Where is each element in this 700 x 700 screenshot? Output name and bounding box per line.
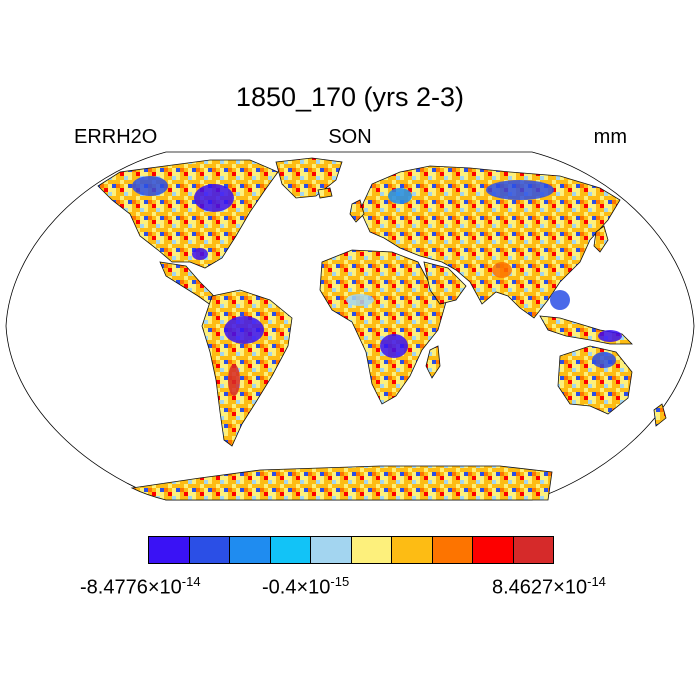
patch-congo	[380, 334, 408, 358]
patch-indonesia	[598, 330, 622, 342]
colorbar-mid-label: -0.4×10-15	[262, 574, 350, 599]
madagascar	[425, 345, 441, 379]
units-label: mm	[593, 126, 627, 148]
patch-amazon	[224, 316, 264, 344]
colorbar-swatch-2	[230, 537, 271, 563]
patch-hudson	[194, 184, 234, 212]
british-isles	[349, 199, 365, 223]
colorbar-swatch-9	[513, 537, 553, 563]
season-label: SON	[328, 126, 372, 148]
colorbar-swatch-3	[270, 537, 311, 563]
patch-sahel	[346, 294, 374, 306]
eurasia	[359, 165, 621, 319]
patch-florida	[192, 248, 208, 260]
japan	[593, 225, 609, 253]
patch-aus-north	[592, 352, 616, 368]
colorbar-min-label: -8.4776×10-14	[80, 574, 201, 599]
antarctica	[130, 465, 553, 501]
colorbar-swatch-8	[473, 537, 514, 563]
colorbar-swatch-6	[392, 537, 433, 563]
colorbar-swatch-5	[351, 537, 392, 563]
anomaly-patches	[132, 176, 622, 396]
colorbar-swatch-7	[432, 537, 473, 563]
variable-label: ERRH2O	[74, 126, 158, 148]
patch-seasia	[550, 290, 570, 310]
arabia	[423, 261, 467, 305]
colorbar-swatch-0	[149, 537, 190, 563]
new-zealand	[653, 403, 667, 427]
colorbar-swatch-1	[189, 537, 230, 563]
africa	[319, 249, 447, 405]
plot-title: 1850_170 (yrs 2-3)	[235, 82, 465, 112]
patch-europe	[388, 188, 412, 204]
patch-siberia	[486, 180, 554, 200]
colorbar-swatch-4	[311, 537, 352, 563]
patch-canada-west	[132, 176, 168, 196]
patch-india	[492, 262, 512, 278]
iceland	[317, 187, 333, 199]
colorbar	[148, 536, 554, 564]
patch-andes	[228, 364, 240, 396]
greenland	[275, 157, 343, 199]
colorbar-max-label: 8.4627×10-14	[492, 574, 606, 599]
